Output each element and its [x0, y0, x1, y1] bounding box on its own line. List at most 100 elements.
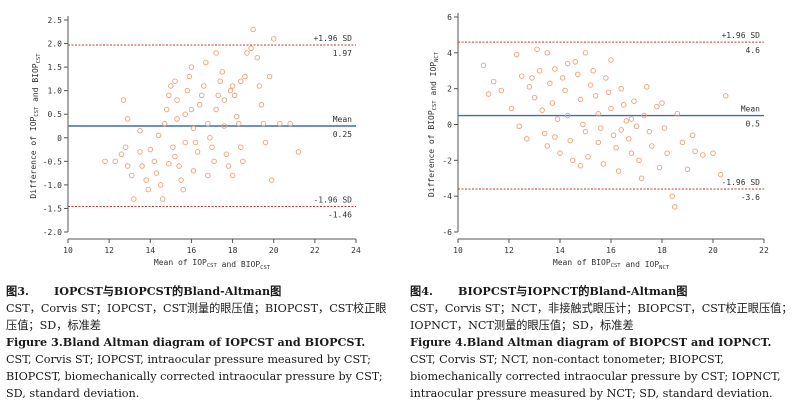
data-point [684, 166, 691, 173]
upper-loa-value: 1.97 [333, 49, 352, 58]
data-point [221, 123, 228, 129]
data-point [577, 162, 584, 169]
figure-4-cn-title-text: BIOPCST与IOPNCT的Bland-Altman图 [458, 284, 688, 298]
data-point [256, 83, 263, 89]
data-point [217, 78, 223, 84]
data-point [266, 73, 273, 80]
x-tick-label: 20 [708, 246, 718, 255]
x-tick-label: 12 [104, 246, 114, 255]
data-point [610, 132, 617, 138]
data-point [710, 150, 716, 156]
data-point [628, 150, 635, 156]
data-point [240, 158, 246, 165]
data-point [646, 128, 652, 135]
data-point [131, 196, 137, 202]
y-tick-label: -4 [442, 192, 452, 201]
data-point [656, 164, 663, 171]
figure-4-en-body: CST, Corvis ST; NCT, non-contact tonomet… [410, 353, 781, 400]
data-point [536, 67, 543, 74]
data-point [552, 66, 558, 72]
x-tick-label: 18 [657, 246, 667, 255]
data-point [572, 59, 579, 65]
data-point [168, 83, 174, 89]
y-tick-label: 6 [447, 13, 452, 22]
data-point [225, 163, 232, 169]
figure-4-cn-body: CST，Corvis ST；NCT，非接触式眼压计；BIOPCST，CST校正眼… [410, 302, 793, 332]
figure-3-caption: 图3. IOPCST与BIOPCST的Bland-Altman图 CST，Corv… [6, 283, 390, 402]
data-point [242, 73, 248, 80]
data-point [182, 111, 189, 117]
data-point [151, 158, 158, 165]
data-point [717, 171, 724, 178]
data-point [129, 172, 135, 179]
data-point [636, 157, 642, 164]
upper-loa-value: 4.6 [746, 46, 761, 55]
y-axis-label: Difference of BIOPCST and IOPNCT [427, 51, 440, 197]
data-point [231, 92, 238, 99]
data-point [209, 144, 215, 150]
data-point [498, 87, 505, 94]
data-point [215, 92, 221, 99]
data-point [205, 172, 211, 179]
data-point [159, 196, 166, 202]
data-point [186, 73, 193, 80]
data-point [516, 123, 522, 130]
x-tick-label: 22 [759, 246, 769, 255]
data-point [638, 175, 645, 181]
data-point [219, 69, 226, 75]
y-tick-label: -1.0 [43, 181, 62, 190]
data-point [198, 92, 205, 99]
mean-label: Mean [741, 105, 760, 114]
data-point [124, 163, 131, 169]
data-point [559, 75, 566, 81]
data-point [238, 78, 244, 84]
data-point [258, 102, 265, 108]
x-tick-label: 10 [453, 246, 463, 255]
data-point [608, 57, 614, 63]
data-point [112, 158, 119, 165]
x-axis-label: Mean of BIOPCST and IOPNCT [553, 258, 670, 271]
x-tick-label: 16 [187, 246, 197, 255]
data-point [608, 105, 614, 112]
y-tick-label: 2 [447, 85, 452, 94]
y-tick-label: -6 [442, 228, 452, 237]
data-point [203, 59, 209, 66]
data-point [539, 107, 545, 113]
x-tick-label: 18 [228, 246, 238, 255]
data-point [564, 112, 571, 119]
data-point [618, 85, 624, 92]
figure-4-en-title: Figure 4.Bland Altman diagram of BIOPCST… [410, 335, 772, 349]
figure-3-panel: 2.5 2.0 1.5 1.0 0.5 0 -0.5 -1.0 -1.5 -2.0 10 12 14 16… [0, 0, 392, 417]
figure-4-caption: 图4. BIOPCST与IOPNCT的Bland-Altman图 CST，Corv… [410, 283, 794, 402]
data-point [223, 151, 230, 158]
upper-loa-label: +1.96 SD [313, 34, 352, 43]
y-tick-label: -2 [442, 156, 452, 165]
data-point [244, 50, 250, 56]
data-point [552, 134, 558, 140]
data-point [137, 127, 143, 134]
data-point [260, 120, 267, 127]
data-point [633, 123, 640, 130]
data-point [618, 127, 624, 133]
y-tick-label: -0.5 [43, 157, 62, 166]
data-point [172, 153, 178, 160]
y-tick-label: 4 [447, 49, 452, 58]
data-point [188, 106, 195, 113]
data-point [508, 105, 515, 112]
figure-4-cn-title: 图4. BIOPCST与IOPNCT的Bland-Altman图 [410, 284, 688, 298]
data-point [250, 26, 256, 33]
data-point [534, 46, 540, 53]
y-tick-label: 2.0 [48, 40, 63, 49]
data-point [547, 80, 553, 87]
data-point [161, 120, 168, 127]
data-point [155, 132, 162, 139]
data-point [213, 106, 219, 113]
data-point [221, 97, 228, 103]
y-axis-label: Difference of IOPCST and BIOPCST [29, 53, 42, 199]
data-point [603, 75, 609, 81]
data-point [485, 91, 492, 97]
data-point [643, 84, 650, 90]
data-point [562, 87, 568, 94]
data-point [157, 182, 164, 188]
data-point [102, 158, 108, 165]
